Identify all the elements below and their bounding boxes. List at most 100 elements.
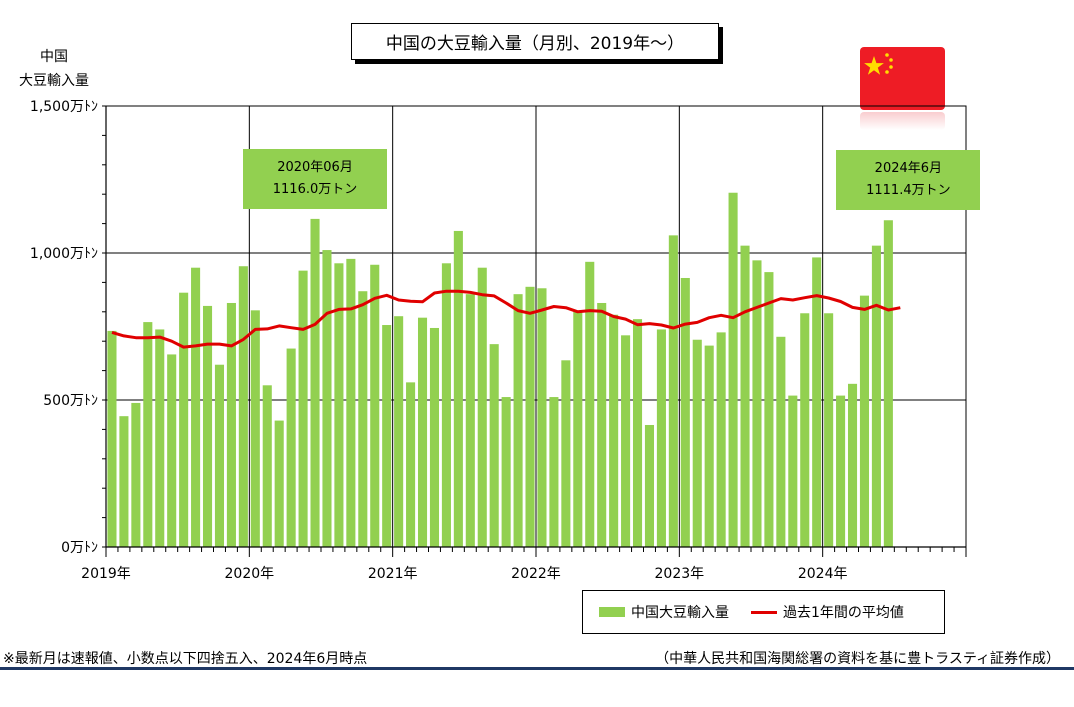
bar [202, 305, 213, 547]
bar [632, 319, 643, 547]
average-line [111, 289, 901, 349]
axes [102, 105, 967, 557]
bar [847, 383, 858, 547]
legend-bar-label: 中国大豆輸入量 [631, 605, 729, 621]
x-year-label: 2022年 [511, 566, 561, 582]
callout-line: 2024年6月 [874, 161, 943, 177]
bar [668, 235, 678, 548]
china-flag-stars [864, 53, 893, 75]
x-year-label: 2021年 [368, 566, 418, 582]
y-axis-label-line-1: 中国 [40, 49, 68, 65]
bar [310, 218, 320, 547]
bar [836, 395, 846, 547]
x-year-label: 2023年 [655, 566, 705, 582]
bar [179, 292, 189, 547]
flag-reflection [860, 112, 945, 130]
callout-line: 1116.0万トン [272, 181, 358, 197]
bar [394, 316, 404, 547]
bar [346, 258, 356, 547]
bar [513, 294, 523, 547]
bar [143, 322, 153, 547]
bar [358, 291, 368, 547]
bar [131, 402, 141, 547]
bar [107, 330, 117, 547]
bar [262, 385, 272, 547]
bar [382, 325, 392, 547]
bar [561, 360, 571, 547]
bar [656, 329, 666, 547]
bar [740, 245, 750, 547]
bar [800, 313, 810, 547]
legend-bar-swatch [599, 607, 625, 617]
bar [406, 382, 416, 547]
bar [441, 263, 451, 547]
callout-line: 1111.4万トン [866, 183, 951, 199]
china-flag-icon [860, 47, 945, 110]
bar-series [107, 192, 893, 548]
legend-line-swatch [751, 610, 777, 614]
bar [191, 267, 201, 547]
footer-source: （中華人民共和国海関総署の資料を基に豊トラスティ証券作成） [655, 651, 1060, 667]
y-tick-label: 0万ﾄﾝ [61, 540, 98, 556]
value-callout: 2020年06月 1116.0万トン [243, 148, 388, 209]
y-axis-label: 中国 大豆輸入量 [14, 45, 94, 93]
callout-line: 2020年06月 [277, 159, 353, 175]
footer-note: ※最新月は速報値、小数点以下四捨五入、2024年6月時点 [3, 651, 368, 667]
bar [167, 354, 177, 547]
bar [334, 263, 344, 547]
bar [621, 335, 631, 547]
footer-rule [0, 667, 1074, 670]
bar [119, 416, 129, 547]
bar [322, 250, 332, 547]
y-tick-label: 1,000万ﾄﾝ [30, 246, 98, 262]
bar [776, 336, 786, 547]
bar [859, 295, 870, 547]
bar [477, 267, 487, 547]
bar [871, 245, 881, 547]
bar [716, 332, 726, 547]
y-axis-label-line-2: 大豆輸入量 [19, 73, 89, 89]
bar [417, 317, 428, 547]
x-year-label: 2020年 [225, 566, 275, 582]
chart-title: 中国の大豆輸入量（月別、2019年～） [351, 23, 719, 60]
bar [680, 277, 690, 547]
x-year-label: 2024年 [798, 566, 848, 582]
bar [274, 420, 284, 547]
bar [286, 348, 296, 547]
bar [370, 264, 380, 547]
bar [429, 327, 440, 547]
bar [824, 313, 834, 547]
x-year-label: 2019年 [81, 566, 131, 582]
bar [453, 230, 463, 547]
bar [788, 395, 798, 547]
bar [250, 310, 260, 547]
bar [465, 294, 475, 547]
bar [644, 424, 655, 547]
legend-line-label: 過去1年間の平均値 [783, 605, 904, 621]
bar [585, 261, 595, 547]
value-callout: 2024年6月 1111.4万トン [836, 150, 981, 211]
bar [238, 266, 248, 547]
bar [692, 339, 702, 547]
bar [226, 302, 236, 547]
bar [883, 220, 893, 547]
bar [501, 397, 511, 547]
bar [812, 257, 822, 547]
bar [298, 270, 308, 547]
bar [764, 272, 774, 547]
bar [214, 364, 225, 547]
bar [728, 192, 738, 548]
y-tick-label: 1,500万ﾄﾝ [30, 99, 98, 115]
bar [573, 311, 583, 547]
bar [597, 302, 607, 547]
bar [752, 260, 762, 547]
bar [525, 286, 535, 547]
y-tick-label: 500万ﾄﾝ [43, 393, 98, 409]
bar [609, 314, 619, 547]
legend: 中国大豆輸入量 過去1年間の平均値 [582, 590, 945, 634]
bar [489, 344, 499, 547]
bar [704, 345, 714, 547]
bar [549, 397, 559, 547]
tick-labels: 0万ﾄﾝ 500万ﾄﾝ 1,000万ﾄﾝ 1,500万ﾄﾝ 2019年 2020年 2021… [30, 99, 848, 582]
